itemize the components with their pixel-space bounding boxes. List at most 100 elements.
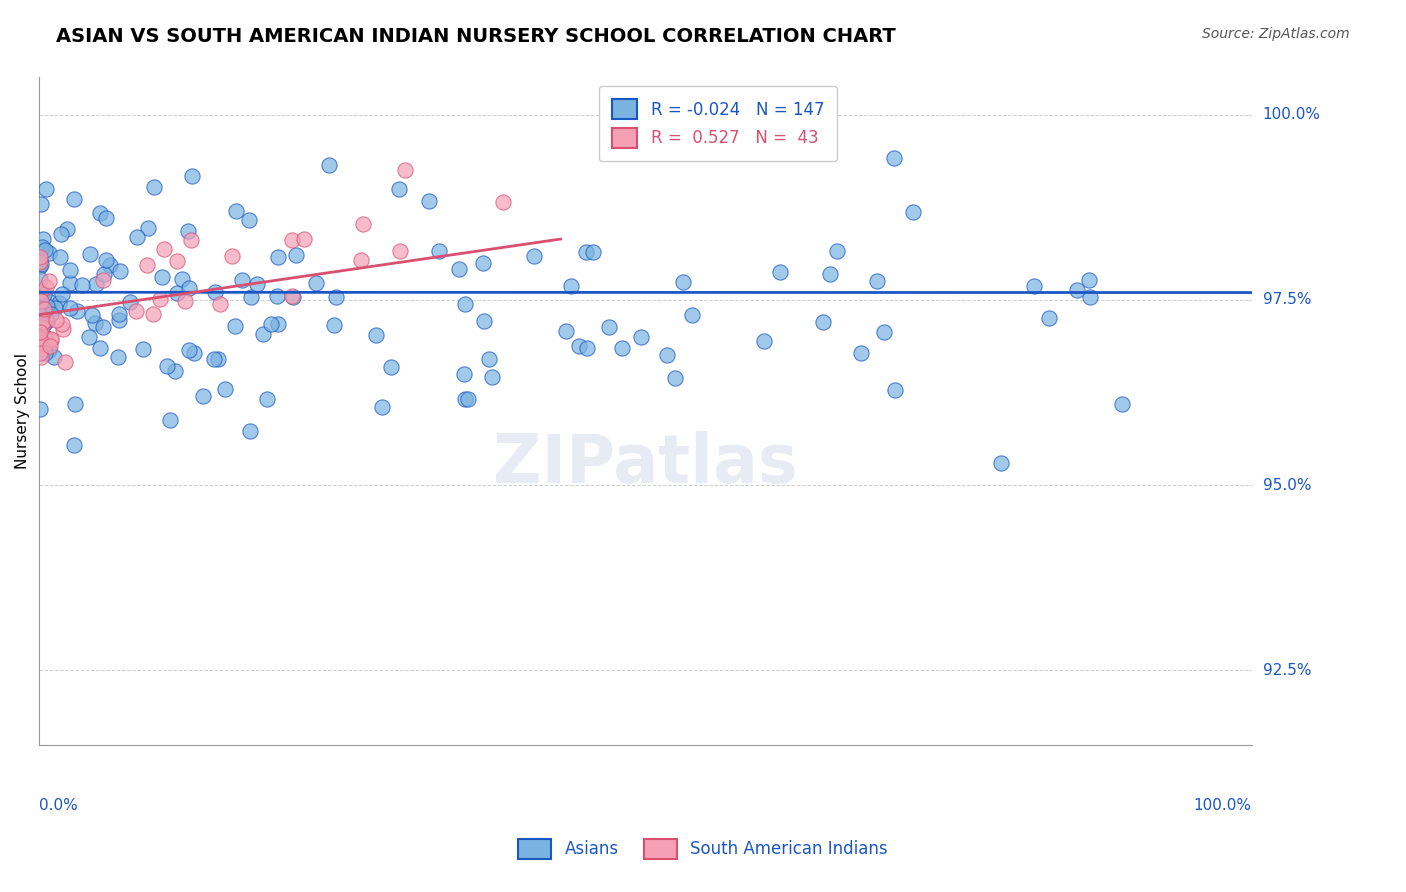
- Point: [598, 320, 620, 334]
- Point: [1111, 397, 1133, 411]
- Point: [32, 315, 55, 329]
- Point: [66, 303, 89, 318]
- Point: [990, 456, 1012, 470]
- Point: [28, 332, 51, 346]
- Point: [266, 289, 288, 303]
- Text: 100.0%: 100.0%: [1263, 107, 1320, 122]
- Point: [825, 244, 848, 258]
- Point: [582, 245, 605, 260]
- Point: [63, 192, 86, 206]
- Point: [352, 217, 374, 231]
- Point: [30, 322, 52, 336]
- Point: [1078, 290, 1101, 304]
- Point: [472, 313, 495, 327]
- Point: [80, 308, 103, 322]
- Point: [41, 332, 63, 346]
- Point: [28, 336, 51, 351]
- Point: [38, 274, 60, 288]
- Point: [492, 194, 515, 209]
- Point: [34, 330, 56, 344]
- Text: Source: ZipAtlas.com: Source: ZipAtlas.com: [1202, 27, 1350, 41]
- Point: [225, 203, 247, 218]
- Point: [267, 250, 290, 264]
- Legend: R = -0.024   N = 147, R =  0.527   N =  43: R = -0.024 N = 147, R = 0.527 N = 43: [599, 86, 838, 161]
- Point: [77, 330, 100, 344]
- Point: [108, 312, 131, 326]
- Point: [252, 326, 274, 341]
- Point: [30, 254, 52, 268]
- Point: [181, 169, 204, 184]
- Point: [204, 285, 226, 299]
- Point: [28, 251, 51, 265]
- Point: [39, 333, 62, 347]
- Point: [125, 230, 148, 244]
- Point: [31, 232, 53, 246]
- Point: [32, 301, 55, 316]
- Point: [96, 253, 118, 268]
- Point: [267, 317, 290, 331]
- Point: [34, 243, 56, 257]
- Point: [30, 197, 52, 211]
- Legend: Asians, South American Indians: Asians, South American Indians: [512, 832, 894, 866]
- Point: [30, 272, 52, 286]
- Point: [281, 290, 304, 304]
- Point: [63, 438, 86, 452]
- Point: [30, 290, 52, 304]
- Point: [28, 255, 51, 269]
- Point: [191, 389, 214, 403]
- Point: [664, 371, 686, 385]
- Point: [280, 289, 302, 303]
- Point: [453, 368, 475, 382]
- Point: [318, 158, 340, 172]
- Point: [91, 320, 114, 334]
- Point: [32, 287, 55, 301]
- Point: [35, 313, 58, 327]
- Point: [132, 343, 155, 357]
- Point: [63, 397, 86, 411]
- Point: [70, 277, 93, 292]
- Point: [44, 301, 66, 315]
- Point: [30, 286, 52, 301]
- Point: [30, 337, 52, 351]
- Point: [256, 392, 278, 406]
- Point: [394, 162, 416, 177]
- Point: [32, 317, 55, 331]
- Point: [177, 281, 200, 295]
- Point: [30, 308, 52, 322]
- Point: [612, 341, 634, 355]
- Y-axis label: Nursery School: Nursery School: [15, 353, 30, 469]
- Text: 97.5%: 97.5%: [1263, 293, 1312, 308]
- Point: [866, 274, 889, 288]
- Point: [281, 233, 304, 247]
- Point: [30, 260, 52, 274]
- Point: [89, 341, 111, 355]
- Point: [107, 350, 129, 364]
- Point: [221, 249, 243, 263]
- Point: [179, 343, 201, 358]
- Point: [183, 346, 205, 360]
- Point: [149, 292, 172, 306]
- Point: [166, 286, 188, 301]
- Point: [84, 277, 107, 291]
- Point: [30, 257, 52, 271]
- Text: 92.5%: 92.5%: [1263, 663, 1312, 678]
- Point: [769, 265, 792, 279]
- Point: [83, 316, 105, 330]
- Point: [454, 297, 477, 311]
- Point: [31, 320, 53, 334]
- Point: [180, 233, 202, 247]
- Point: [98, 258, 121, 272]
- Point: [31, 337, 53, 351]
- Point: [454, 392, 477, 406]
- Point: [883, 151, 905, 165]
- Point: [93, 268, 115, 282]
- Point: [177, 224, 200, 238]
- Point: [284, 248, 307, 262]
- Point: [49, 227, 72, 241]
- Text: 100.0%: 100.0%: [1194, 798, 1251, 813]
- Point: [305, 277, 328, 291]
- Point: [568, 339, 591, 353]
- Point: [34, 346, 56, 360]
- Point: [523, 249, 546, 263]
- Point: [901, 205, 924, 219]
